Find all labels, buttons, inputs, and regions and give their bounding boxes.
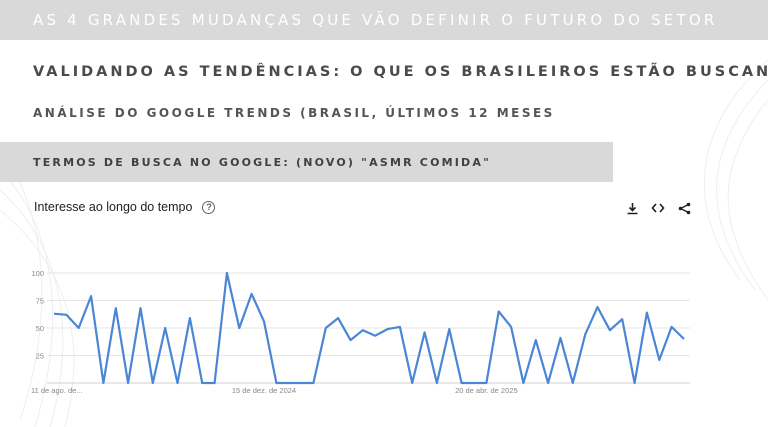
- series-line: [53, 271, 685, 385]
- chart-title: Interesse ao longo do tempo: [34, 200, 193, 214]
- y-tick-label: 25: [36, 352, 44, 361]
- y-tick-label: 100: [31, 269, 44, 278]
- y-tick-label: 50: [36, 324, 44, 333]
- chart-actions: [624, 200, 692, 216]
- top-banner: AS 4 GRANDES MUDANÇAS QUE VÃO DEFINIR O …: [0, 0, 768, 40]
- section-subtitle: ANÁLISE DO GOOGLE TRENDS (BRASIL, ÚLTIMO…: [33, 106, 555, 120]
- search-term-text: TERMOS DE BUSCA NO GOOGLE: (NOVO) "ASMR …: [33, 155, 492, 169]
- search-term-bar: TERMOS DE BUSCA NO GOOGLE: (NOVO) "ASMR …: [0, 142, 613, 182]
- download-icon[interactable]: [624, 200, 640, 216]
- help-icon[interactable]: ?: [202, 200, 216, 214]
- section-title: VALIDANDO AS TENDÊNCIAS: O QUE OS BRASIL…: [33, 64, 768, 80]
- y-tick-label: 75: [36, 297, 44, 306]
- x-tick-label: 20 de abr. de 2025: [455, 386, 518, 395]
- embed-icon[interactable]: [650, 200, 666, 216]
- x-tick-label: 11 de ago. de...: [31, 386, 83, 395]
- banner-text: AS 4 GRANDES MUDANÇAS QUE VÃO DEFINIR O …: [33, 11, 718, 29]
- chart-header: Interesse ao longo do tempo ?: [34, 200, 216, 214]
- share-icon[interactable]: [676, 200, 692, 216]
- x-tick-label: 15 de dez. de 2024: [232, 386, 296, 395]
- trend-chart: 100 75 50 25 11 de ago. de... 15 de dez. de 2…: [31, 269, 690, 395]
